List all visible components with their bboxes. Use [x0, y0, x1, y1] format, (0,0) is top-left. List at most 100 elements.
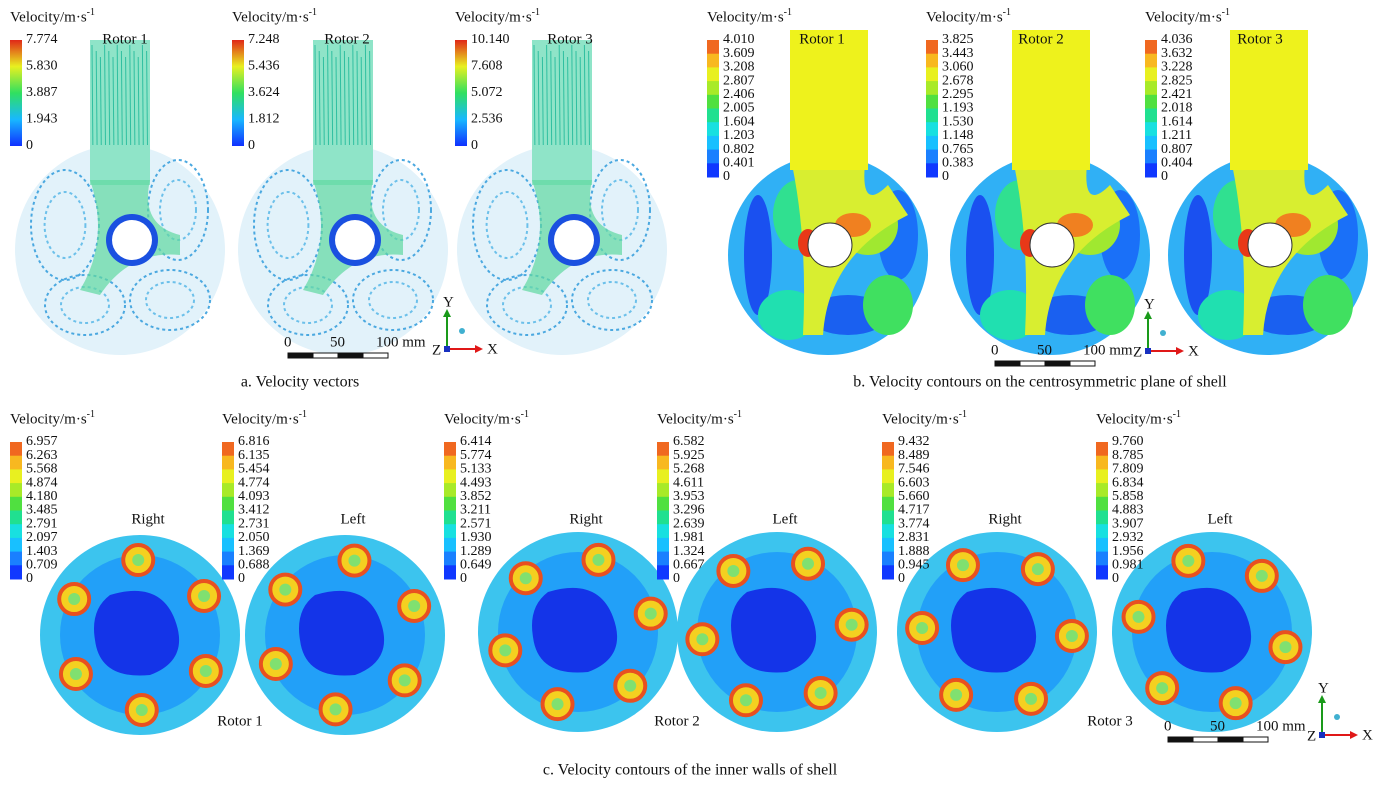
hot-spot-core: [815, 687, 827, 699]
colorbar-band: [882, 524, 894, 538]
hot-spot-core: [1032, 563, 1044, 575]
hot-spot-core: [1230, 697, 1242, 709]
scale-segment: [1218, 737, 1243, 742]
colorbar-band: [222, 524, 234, 538]
colorbar-band: [882, 442, 894, 456]
legend-exponent: -1: [1003, 7, 1011, 18]
plot-label: Right: [569, 511, 603, 527]
colorbar-band: [222, 469, 234, 483]
hot-spot-core: [1182, 555, 1194, 567]
hot-spot-core: [70, 668, 82, 680]
legend-level: 0: [1112, 571, 1119, 586]
hot-spot-core: [499, 644, 511, 656]
colorbar-band: [444, 483, 456, 497]
axis-z: [1145, 348, 1151, 354]
legend-exponent: -1: [959, 409, 967, 420]
colorbar-band: [657, 442, 669, 456]
legend-title: Velocity/m·s-1: [10, 7, 95, 26]
colorbar-band: [657, 469, 669, 483]
legend-level: 0: [26, 138, 33, 153]
colorbar-band: [1096, 538, 1108, 552]
colorbar-band: [222, 483, 234, 497]
legend-level: 0: [238, 571, 245, 586]
hot-spot-core: [957, 559, 969, 571]
scale-label: 0: [284, 334, 292, 350]
colorbar-band: [10, 552, 22, 566]
legend-exponent: -1: [521, 409, 529, 420]
legend-exponent: -1: [299, 409, 307, 420]
axis-x-head: [1350, 731, 1358, 739]
hot-spot-core: [132, 554, 144, 566]
hot-spot-core: [950, 689, 962, 701]
colorbar-band: [1145, 67, 1157, 81]
legend-exponent: -1: [87, 409, 95, 420]
plot-label: Left: [341, 511, 367, 527]
legend-level: 0: [1161, 169, 1168, 184]
group-label: Rotor 2: [654, 713, 699, 729]
hot-spot-core: [1156, 682, 1168, 694]
colorbar-band: [882, 456, 894, 470]
colorbar-band: [1145, 54, 1157, 68]
inlet-flow: [90, 145, 150, 185]
colorbar-band: [444, 565, 456, 579]
colorbar-band: [657, 524, 669, 538]
scale-segment: [1020, 361, 1045, 366]
colorbar-band: [1096, 483, 1108, 497]
legend-level: 10.140: [471, 32, 510, 47]
hot-spot-core: [740, 694, 752, 706]
legend-title: Velocity/m·s-1: [232, 7, 317, 26]
axis-label-z: Z: [432, 342, 441, 358]
view-marker: [459, 328, 465, 334]
plot-label: Left: [1208, 511, 1234, 527]
colorbar-band: [222, 497, 234, 511]
legend-level: 2.536: [471, 112, 503, 127]
legend-exponent: -1: [784, 7, 792, 18]
legend-level: 7.608: [471, 59, 503, 74]
scale-segment: [313, 353, 338, 358]
legend-title: Velocity/m·s-1: [222, 409, 307, 428]
hot-spot-core: [1066, 630, 1078, 642]
scale-segment: [338, 353, 363, 358]
axis-x-head: [475, 345, 483, 353]
colorbar-band: [10, 538, 22, 552]
colorbar-band: [444, 442, 456, 456]
colorbar-band: [10, 497, 22, 511]
colorbar-band: [1096, 552, 1108, 566]
inlet-flow: [790, 30, 868, 170]
hot-spot-core: [592, 554, 604, 566]
plot-label: Rotor 3: [1237, 31, 1282, 47]
plot-label: Rotor 1: [799, 31, 844, 47]
scale-label: 100 mm: [376, 334, 426, 350]
colorbar-band: [926, 40, 938, 54]
legend-exponent: -1: [87, 7, 95, 18]
colorbar-band: [707, 109, 719, 123]
plot-label: Rotor 1: [102, 31, 147, 47]
hot-spot-core: [802, 558, 814, 570]
colorbar-band: [882, 511, 894, 525]
hot-spot-core: [1133, 611, 1145, 623]
legend-level: 3.887: [26, 85, 58, 100]
legend-level: 0: [26, 571, 33, 586]
inlet-flow: [313, 145, 373, 185]
plot-label: Right: [131, 511, 165, 527]
scale-segment: [1193, 737, 1218, 742]
plot-label: Rotor 3: [547, 31, 592, 47]
colorbar-band: [444, 511, 456, 525]
legend-level: 0: [471, 138, 478, 153]
legend-title: Velocity/m·s-1: [1145, 7, 1230, 26]
hot-spot-core: [696, 633, 708, 645]
scale-segment: [1243, 737, 1268, 742]
rotor: [808, 223, 852, 267]
legend-level: 5.072: [471, 85, 503, 100]
colorbar-band: [1096, 497, 1108, 511]
colorbar-band: [657, 456, 669, 470]
colorbar-band: [657, 497, 669, 511]
hot-spot-core: [270, 658, 282, 670]
colorbar-band: [926, 95, 938, 109]
scale-segment: [995, 361, 1020, 366]
legend-exponent: -1: [1173, 409, 1181, 420]
legend-level: 0: [898, 571, 905, 586]
legend-title: Velocity/m·s-1: [10, 409, 95, 428]
legend-level: 7.248: [248, 32, 280, 47]
axis-label-x: X: [1188, 343, 1199, 359]
